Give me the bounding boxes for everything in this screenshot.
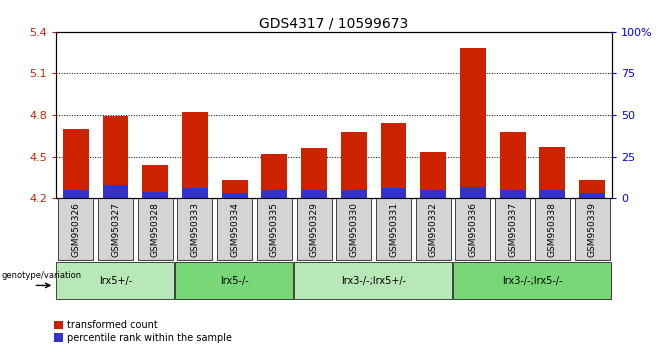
Bar xyxy=(98,198,133,260)
Text: lrx3-/-;lrx5-/-: lrx3-/-;lrx5-/- xyxy=(502,275,563,286)
Bar xyxy=(455,198,490,260)
Legend: transformed count, percentile rank within the sample: transformed count, percentile rank withi… xyxy=(54,320,232,343)
Text: lrx3-/-;lrx5+/-: lrx3-/-;lrx5+/- xyxy=(341,275,406,286)
Text: GSM950338: GSM950338 xyxy=(548,202,557,257)
Bar xyxy=(579,193,605,198)
Title: GDS4317 / 10599673: GDS4317 / 10599673 xyxy=(259,17,409,31)
Bar xyxy=(222,180,247,198)
Bar xyxy=(535,198,570,260)
Bar xyxy=(182,188,208,198)
Bar xyxy=(261,190,288,198)
Bar xyxy=(217,198,252,260)
Text: GSM950333: GSM950333 xyxy=(190,202,199,257)
Bar xyxy=(257,198,292,260)
Text: GSM950332: GSM950332 xyxy=(429,202,438,257)
Bar xyxy=(380,124,407,198)
Text: GSM950334: GSM950334 xyxy=(230,202,239,257)
Bar xyxy=(142,165,168,198)
Bar xyxy=(182,112,208,198)
Bar xyxy=(336,198,371,260)
Bar xyxy=(453,262,611,299)
Bar xyxy=(59,198,93,260)
Bar xyxy=(460,187,486,198)
Text: GSM950330: GSM950330 xyxy=(349,202,359,257)
Bar xyxy=(460,48,486,198)
Bar xyxy=(222,193,247,198)
Text: GSM950336: GSM950336 xyxy=(468,202,478,257)
Text: GSM950329: GSM950329 xyxy=(309,202,318,257)
Bar xyxy=(178,198,213,260)
Bar xyxy=(495,198,530,260)
Text: genotype/variation: genotype/variation xyxy=(1,271,81,280)
Text: GSM950335: GSM950335 xyxy=(270,202,279,257)
Bar xyxy=(103,185,128,198)
Bar xyxy=(301,148,327,198)
Bar xyxy=(420,190,446,198)
Bar xyxy=(376,198,411,260)
Bar xyxy=(499,190,526,198)
Bar xyxy=(297,198,332,260)
Bar xyxy=(261,154,288,198)
Bar xyxy=(56,262,174,299)
Text: lrx5+/-: lrx5+/- xyxy=(99,275,132,286)
Bar xyxy=(499,132,526,198)
Bar xyxy=(341,132,367,198)
Text: GSM950328: GSM950328 xyxy=(151,202,160,257)
Text: GSM950331: GSM950331 xyxy=(389,202,398,257)
Bar xyxy=(341,190,367,198)
Bar xyxy=(138,198,172,260)
Bar xyxy=(540,190,565,198)
Bar xyxy=(574,198,609,260)
Bar xyxy=(142,192,168,198)
Bar xyxy=(175,262,293,299)
Text: GSM950337: GSM950337 xyxy=(508,202,517,257)
Bar xyxy=(294,262,452,299)
Text: lrx5-/-: lrx5-/- xyxy=(220,275,249,286)
Bar xyxy=(420,153,446,198)
Bar xyxy=(63,190,89,198)
Text: GSM950339: GSM950339 xyxy=(588,202,597,257)
Bar xyxy=(380,188,407,198)
Bar xyxy=(301,190,327,198)
Bar xyxy=(540,147,565,198)
Bar xyxy=(63,129,89,198)
Text: GSM950326: GSM950326 xyxy=(71,202,80,257)
Bar xyxy=(103,116,128,198)
Bar xyxy=(579,180,605,198)
Bar xyxy=(416,198,451,260)
Text: GSM950327: GSM950327 xyxy=(111,202,120,257)
